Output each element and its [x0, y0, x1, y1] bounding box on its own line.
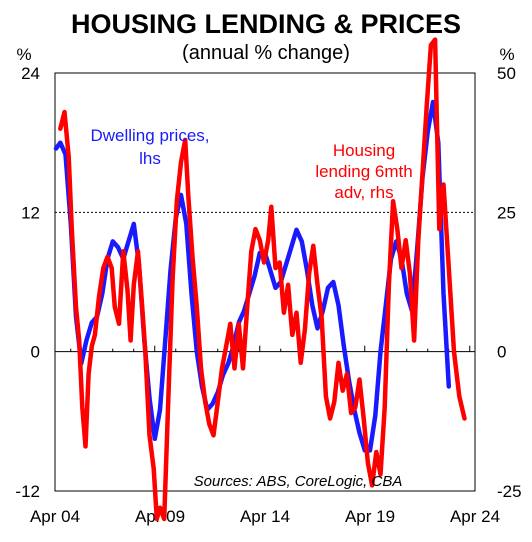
dwelling-prices-annotation-line1: Dwelling prices, — [90, 126, 209, 145]
right-tick-label: 50 — [497, 64, 516, 83]
dwelling-prices-line — [53, 99, 452, 453]
x-tick-label: Apr 14 — [240, 507, 290, 526]
right-axis-unit: % — [499, 45, 514, 64]
housing-lending-annotation-line1: Housing — [333, 141, 395, 160]
dwelling-prices-annotation-line2: lhs — [139, 149, 161, 168]
series-lines — [53, 37, 467, 522]
right-tick-label: 0 — [497, 343, 506, 362]
x-tick-label: Apr 09 — [135, 507, 185, 526]
chart-subtitle: (annual % change) — [182, 42, 350, 64]
housing-lending-line — [58, 37, 467, 522]
x-tick-label: Apr 19 — [345, 507, 395, 526]
axes: -12 0 12 24 -25 0 25 50 Apr 04 Apr 09 Apr 14 Apr 19… — [15, 64, 521, 526]
left-tick-label: 24 — [21, 64, 40, 83]
right-tick-label: 25 — [497, 203, 516, 222]
left-tick-label: 0 — [31, 343, 40, 362]
left-tick-label: -12 — [15, 482, 40, 501]
source-note: Sources: ABS, CoreLogic, CBA — [194, 473, 403, 490]
right-tick-label: -25 — [497, 482, 522, 501]
left-tick-label: 12 — [21, 203, 40, 222]
left-axis-unit: % — [16, 45, 31, 64]
chart-title: HOUSING LENDING & PRICES — [71, 9, 461, 39]
x-tick-label: Apr 24 — [450, 507, 500, 526]
x-tick-label: Apr 04 — [30, 507, 80, 526]
housing-lending-annotation-line3: adv, rhs — [334, 183, 393, 202]
housing-lending-annotation-line2: lending 6mth — [315, 162, 412, 181]
gridlines — [55, 72, 475, 353]
